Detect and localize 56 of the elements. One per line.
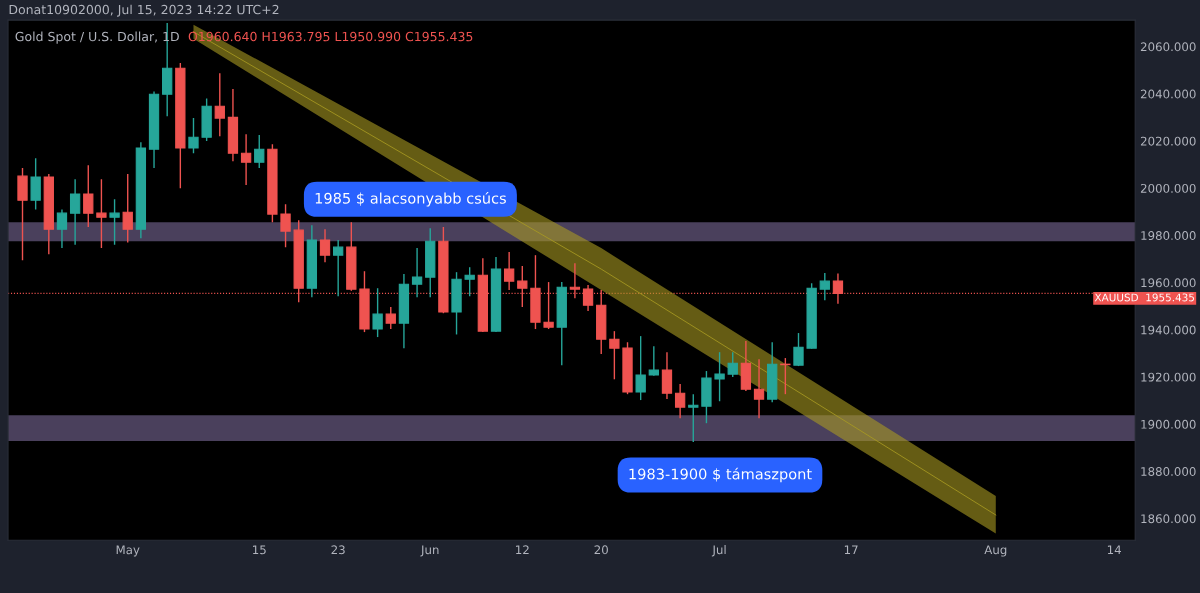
- y-tick-label: 1960.000: [1141, 278, 1196, 288]
- y-tick-label: 2000.000: [1140, 183, 1196, 193]
- candlestick: [240, 133, 252, 186]
- candlestick: [688, 393, 699, 443]
- candlestick: [109, 198, 120, 246]
- candlestick: [819, 272, 830, 301]
- candlestick: [372, 287, 383, 338]
- candlestick: [385, 306, 396, 330]
- candlestick: [609, 330, 620, 380]
- candlestick: [464, 266, 475, 297]
- annotation: 1983-1900 $ támaszpont: [629, 467, 812, 483]
- x-tick-label: 14: [1107, 545, 1122, 555]
- x-tick-label: Jul: [711, 545, 726, 557]
- y-tick-label: 2060.000: [1140, 42, 1196, 52]
- x-tick-label: 17: [844, 545, 858, 555]
- candlestick: [254, 134, 265, 169]
- candlestick: [56, 208, 68, 249]
- candlestick: [753, 358, 765, 419]
- y-tick-label: 1860.000: [1141, 514, 1196, 524]
- candlestick: [661, 351, 673, 400]
- x-tick-label: 15: [253, 545, 266, 555]
- y-tick-label: 1880.000: [1141, 467, 1196, 476]
- candlestick: [543, 281, 554, 330]
- y-tick-label: 2040.000: [1140, 89, 1196, 99]
- candlestick: [333, 239, 344, 297]
- candlestick: [122, 173, 133, 244]
- y-tick-label: 2020.000: [1140, 136, 1196, 146]
- candlestick: [280, 203, 291, 248]
- candlestick: [648, 345, 659, 377]
- candlestick: [635, 335, 646, 401]
- candlestick: [503, 251, 515, 291]
- y-tick-label: 1980.000: [1141, 231, 1196, 241]
- annotation: 1985 $ alacsonyabb csúcs: [315, 191, 506, 207]
- x-tick-label: May: [116, 545, 140, 557]
- y-tick-label: 1920.000: [1141, 372, 1196, 382]
- y-tick-label: 1940.000: [1141, 325, 1196, 335]
- x-tick-label: 23: [331, 545, 345, 555]
- candlestick: [30, 157, 41, 211]
- candlestick: [319, 228, 331, 263]
- x-tick-label: 20: [594, 545, 608, 555]
- candlestick: [96, 178, 107, 249]
- y-tick-label: 1900.000: [1141, 419, 1196, 429]
- candlestick: [188, 117, 199, 154]
- x-tick-label: 12: [516, 545, 529, 555]
- ref-line-label: XAUUSD 1955.435: [1094, 293, 1195, 302]
- candlestick: [83, 164, 94, 228]
- x-tick-label: Aug: [984, 545, 1007, 557]
- candlestick: [411, 247, 423, 298]
- candlestick: [214, 72, 225, 137]
- text: Donat10902000, Jul 15, 2023 14:22 UTC+2: [9, 4, 279, 17]
- candlestick: [69, 178, 81, 246]
- candlestick: [727, 351, 738, 378]
- candlestick: [714, 351, 725, 402]
- x-tick-label: Jun: [420, 545, 439, 557]
- candlestick: [793, 332, 804, 367]
- candlestick: [674, 383, 686, 419]
